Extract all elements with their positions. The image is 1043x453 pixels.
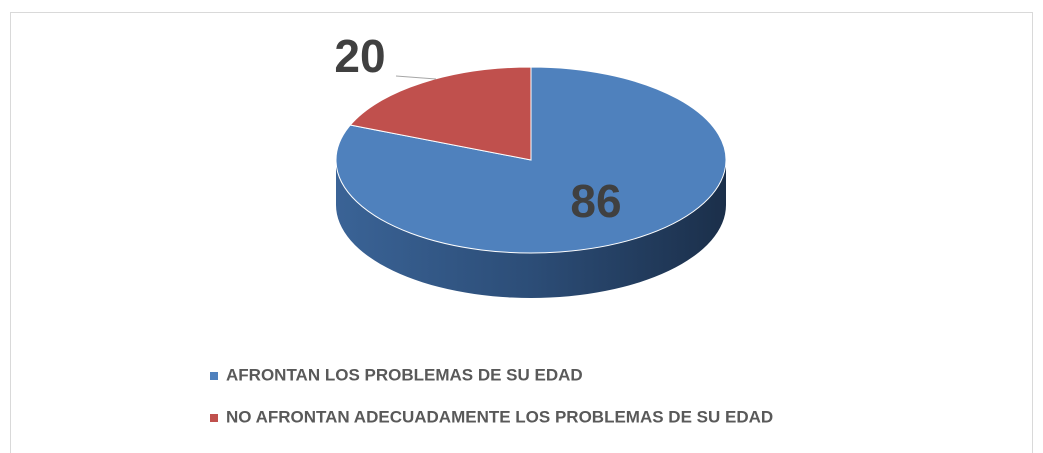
- legend: AFRONTAN LOS PROBLEMAS DE SU EDAD NO AFRO…: [210, 365, 773, 426]
- pie: [335, 66, 727, 298]
- legend-label: NO AFRONTAN ADECUADAMENTE LOS PROBLEMAS …: [226, 407, 773, 426]
- legend-swatch: [210, 414, 218, 422]
- pie-slice: [349, 66, 532, 161]
- data-label: 86: [570, 175, 621, 227]
- legend-label: AFRONTAN LOS PROBLEMAS DE SU EDAD: [226, 365, 583, 384]
- leader-line: [395, 75, 437, 80]
- pie-side: [336, 160, 726, 298]
- data-label: 20: [334, 30, 385, 82]
- legend-swatch: [210, 372, 218, 380]
